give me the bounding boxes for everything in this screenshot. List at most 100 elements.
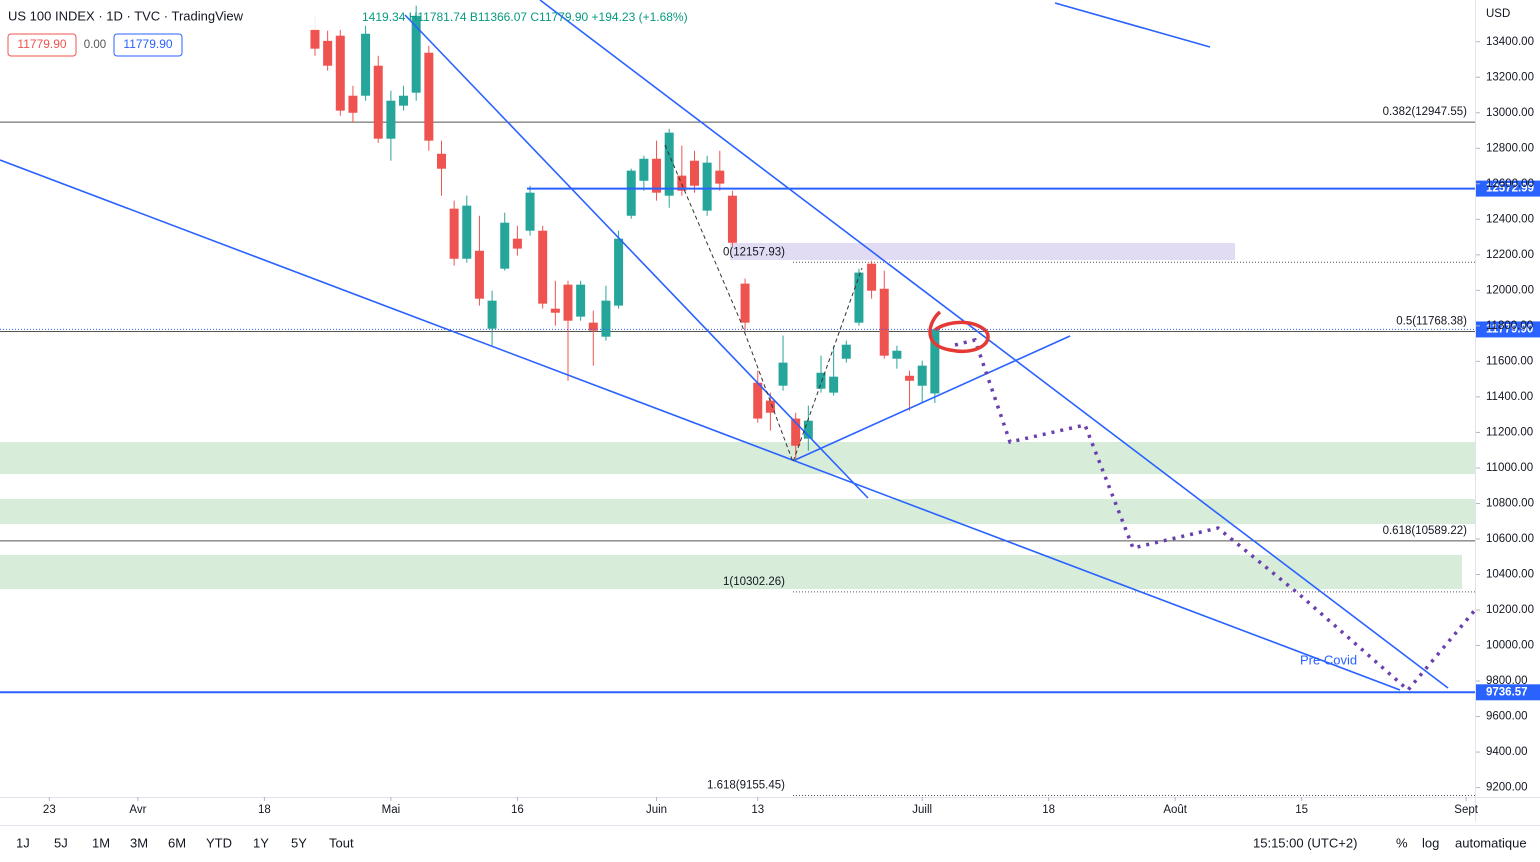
candle-body [399, 95, 409, 106]
candle-body [500, 222, 510, 269]
x-tick-label: Juin [646, 804, 667, 816]
trendline [0, 159, 1401, 691]
symbol: US 100 INDEX · 1D · TVC · TradingView [8, 8, 244, 23]
y-tick-label: 12000.00 [1486, 284, 1534, 296]
range-button[interactable]: 1M [92, 835, 110, 850]
toolbar: 15:15:00 (UTC+2) % log automatique 1J 5J 1… [16, 835, 1527, 850]
y-tick-label: 12600.00 [1486, 178, 1534, 190]
candle-body [841, 344, 851, 359]
projection-path [954, 337, 1477, 693]
trendline [794, 335, 1071, 461]
fib-ext-label: 1(10302.26) [723, 576, 785, 588]
range-button[interactable]: YTD [206, 835, 232, 850]
candle-body [449, 208, 459, 259]
candle-body [563, 284, 573, 321]
y-tick-label: 10000.00 [1486, 640, 1534, 652]
fib-label: 0.5(11768.38) [1396, 316, 1467, 328]
trendline [404, 14, 869, 499]
candle-body [386, 100, 396, 139]
range-button[interactable]: 1Y [253, 835, 269, 850]
ask[interactable]: 11779.90 [123, 37, 172, 51]
y-tick-label: 10800.00 [1486, 497, 1534, 509]
price-tag [1476, 684, 1540, 701]
candle-body [373, 65, 383, 139]
candle-body [462, 205, 472, 259]
y-tick-label: 9200.00 [1486, 782, 1528, 794]
range-button[interactable]: 3M [130, 835, 148, 850]
candle-body [854, 272, 864, 323]
y-tick-label: 12800.00 [1486, 142, 1534, 154]
ohlc: 1419.34 H11781.74 B11366.07 C11779.90 +1… [362, 10, 688, 24]
price-tag-label: 11779.90 [1486, 323, 1533, 335]
x-tick-label: 18 [1042, 804, 1055, 816]
fib-label: 0.382(12947.55) [1383, 106, 1468, 118]
candle-body [765, 400, 775, 413]
y-tick-label: 11000.00 [1486, 462, 1533, 474]
price-tag [1476, 321, 1540, 338]
clock: 15:15:00 (UTC+2) [1253, 835, 1357, 850]
auto-toggle[interactable]: automatique [1455, 835, 1527, 850]
candle-body [411, 15, 421, 93]
range-button[interactable]: 6M [168, 835, 186, 850]
candle-body [829, 376, 839, 393]
x-tick-label: 13 [751, 804, 764, 816]
x-tick-label: Avr [129, 804, 146, 816]
percent-toggle[interactable]: % [1396, 835, 1408, 850]
y-tick-label: 13000.00 [1486, 107, 1534, 119]
highlight-ellipse [928, 310, 990, 353]
y-tick-label: 9600.00 [1486, 711, 1528, 723]
x-tick-label: Août [1163, 804, 1187, 816]
candle-body [525, 192, 535, 231]
annotation: Pre Covid [1300, 652, 1357, 667]
candle-body [905, 375, 915, 381]
y-tick-label: 9400.00 [1486, 746, 1528, 758]
fib-ext-label: 0(12157.93) [723, 246, 785, 258]
log-toggle[interactable]: log [1422, 835, 1439, 850]
price-tag [1476, 180, 1540, 197]
candle-body [778, 362, 788, 386]
range-button[interactable]: 1J [16, 835, 30, 850]
candle-body [892, 350, 902, 359]
y-tick-label: 13200.00 [1486, 71, 1534, 83]
candle-body [538, 230, 548, 304]
y-tick-label: 9800.00 [1486, 675, 1528, 687]
price-tag-label: 9736.57 [1486, 686, 1528, 698]
header-bg [0, 4, 362, 30]
zone [0, 555, 1462, 589]
ask-box[interactable] [113, 33, 183, 57]
x-tick-label: 23 [43, 804, 56, 816]
bid[interactable]: 11779.90 [17, 37, 66, 51]
fib-ext-label: 1.618(9155.45) [707, 780, 785, 792]
y-tick-label: 12400.00 [1486, 213, 1534, 225]
x-tick-label: 16 [511, 804, 524, 816]
candle-body [689, 160, 699, 186]
range-button[interactable]: Tout [329, 835, 354, 850]
range-button[interactable]: 5J [54, 835, 68, 850]
candle-body [487, 300, 497, 329]
bid-box[interactable] [7, 33, 77, 57]
candle-body [424, 52, 434, 141]
candle-body [753, 382, 763, 419]
candle-body [664, 132, 674, 196]
range-button[interactable]: 5Y [291, 835, 307, 850]
y-tick-label: 11200.00 [1486, 426, 1533, 438]
candle-body [639, 158, 649, 181]
x-tick-label: Sept [1454, 804, 1478, 816]
candle-body [803, 420, 813, 439]
fib-label: 0.618(10589.22) [1383, 525, 1468, 537]
y-tick-label: 13400.00 [1486, 36, 1534, 48]
candle-body [474, 250, 484, 299]
candle-body [715, 170, 725, 184]
candle-body [614, 238, 624, 306]
candle-body [930, 329, 940, 394]
x-tick-label: Mai [382, 804, 401, 816]
candle-body [702, 162, 712, 211]
zone [730, 243, 1235, 260]
currency[interactable]: USD [1486, 8, 1510, 20]
candle-body [727, 195, 737, 243]
plot-bg [0, 0, 1475, 797]
y-tick-label: 11800.00 [1486, 320, 1533, 332]
fib-path [664, 144, 863, 464]
y-tick-label: 11600.00 [1486, 355, 1533, 367]
